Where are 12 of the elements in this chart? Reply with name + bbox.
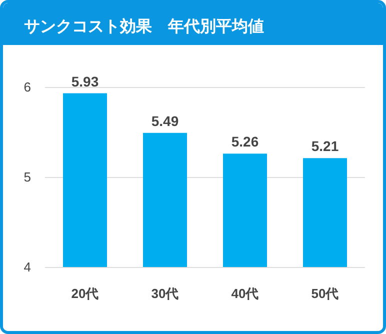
y-tick-label: 6 xyxy=(24,80,31,94)
data-label: 5.26 xyxy=(231,134,259,150)
data-label: 5.93 xyxy=(71,73,99,90)
x-tick-label: 30代 xyxy=(151,286,179,301)
x-tick-label: 40代 xyxy=(231,286,259,301)
data-label: 5.49 xyxy=(151,112,179,129)
x-tick-label: 50代 xyxy=(311,286,339,301)
x-tick-label: 20代 xyxy=(71,286,99,301)
chart-title: サンクコスト効果 年代別平均値 xyxy=(24,16,264,36)
y-tick-label: 5 xyxy=(24,170,31,184)
y-tick-label: 4 xyxy=(24,260,31,274)
data-label: 5.21 xyxy=(311,138,339,154)
